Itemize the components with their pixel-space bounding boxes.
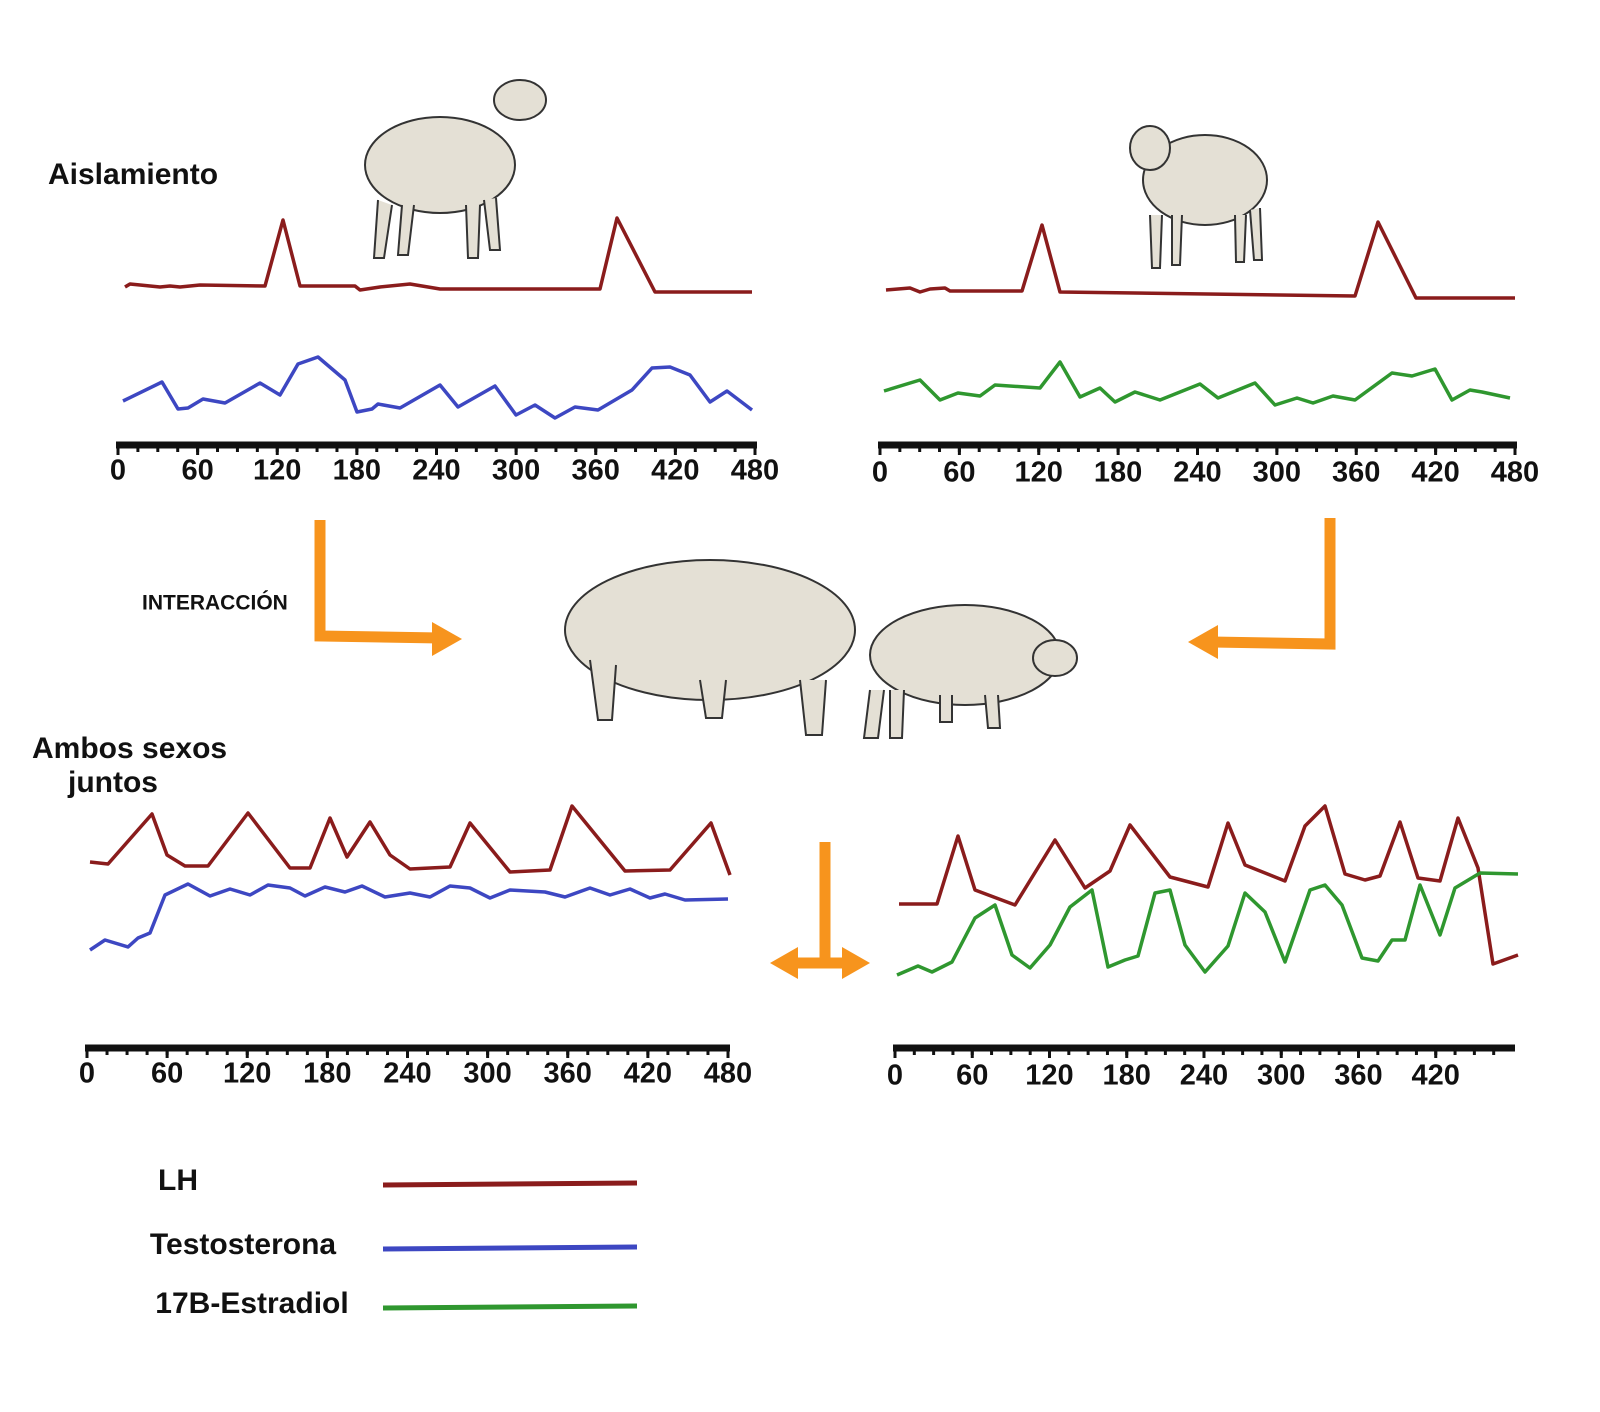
together-label: Ambos sexos [32,732,227,765]
x-tick-label: 360 [1332,457,1380,489]
x-tick-label: 180 [1103,1060,1151,1092]
x-tick-label: 240 [1173,457,1221,489]
legend-label: Testosterona [150,1228,336,1261]
lh-trace [124,216,752,294]
estradiol-trace [883,360,1511,407]
ewe-illustration [1129,125,1268,269]
x-tick-label: 420 [1412,1060,1460,1092]
x-tick-label: 60 [151,1058,183,1090]
legend-line [382,1244,638,1252]
x-tick-label: 120 [1015,457,1063,489]
x-tick-label: 480 [704,1058,752,1090]
ram-illustration [364,79,547,259]
x-tick-label: 0 [79,1058,95,1090]
x-tick-label: 180 [333,455,381,487]
lh-trace [89,804,732,876]
x-tick-label: 0 [110,455,126,487]
legend-line [382,1180,638,1188]
x-tick-label: 360 [1334,1060,1382,1092]
x-tick-label: 60 [181,455,213,487]
arrows [314,518,1336,979]
x-tick-label: 0 [887,1060,903,1092]
estradiol-trace [896,871,1519,977]
legend-label: 17B-Estradiol [155,1287,348,1320]
x-tick-label: 240 [383,1058,431,1090]
x-tick-label: 420 [624,1058,672,1090]
x-tick-label: 300 [1257,1060,1305,1092]
x-tick-label: 360 [572,455,620,487]
together-label: juntos [67,766,158,799]
x-tick-label: 420 [651,455,699,487]
x-tick-label: 60 [943,457,975,489]
x-tick-label: 120 [223,1058,271,1090]
x-tick-label: 0 [872,457,888,489]
x-tick-label: 360 [544,1058,592,1090]
x-tick-label: 60 [956,1060,988,1092]
x-tick-label: 480 [1491,457,1539,489]
isolation-label: Aislamiento [48,158,218,191]
lh-trace [899,804,1519,966]
x-tick-label: 480 [731,455,779,487]
testosterone-trace [122,355,754,420]
legend-label: LH [158,1164,198,1197]
x-tick-label: 240 [1180,1060,1228,1092]
x-tick-label: 300 [463,1058,511,1090]
interaction-illustration [564,559,1078,739]
x-tick-label: 300 [1253,457,1301,489]
x-tick-label: 420 [1411,457,1459,489]
lh-trace [885,220,1515,300]
interaction-label: INTERACCIÓN [142,591,288,615]
x-tick-label: 180 [303,1058,351,1090]
x-tick-label: 120 [1025,1060,1073,1092]
x-tick-label: 300 [492,455,540,487]
legend-line [382,1303,638,1311]
x-tick-label: 240 [412,455,460,487]
x-tick-label: 180 [1094,457,1142,489]
testosterone-trace [89,882,729,952]
x-tick-label: 120 [253,455,301,487]
